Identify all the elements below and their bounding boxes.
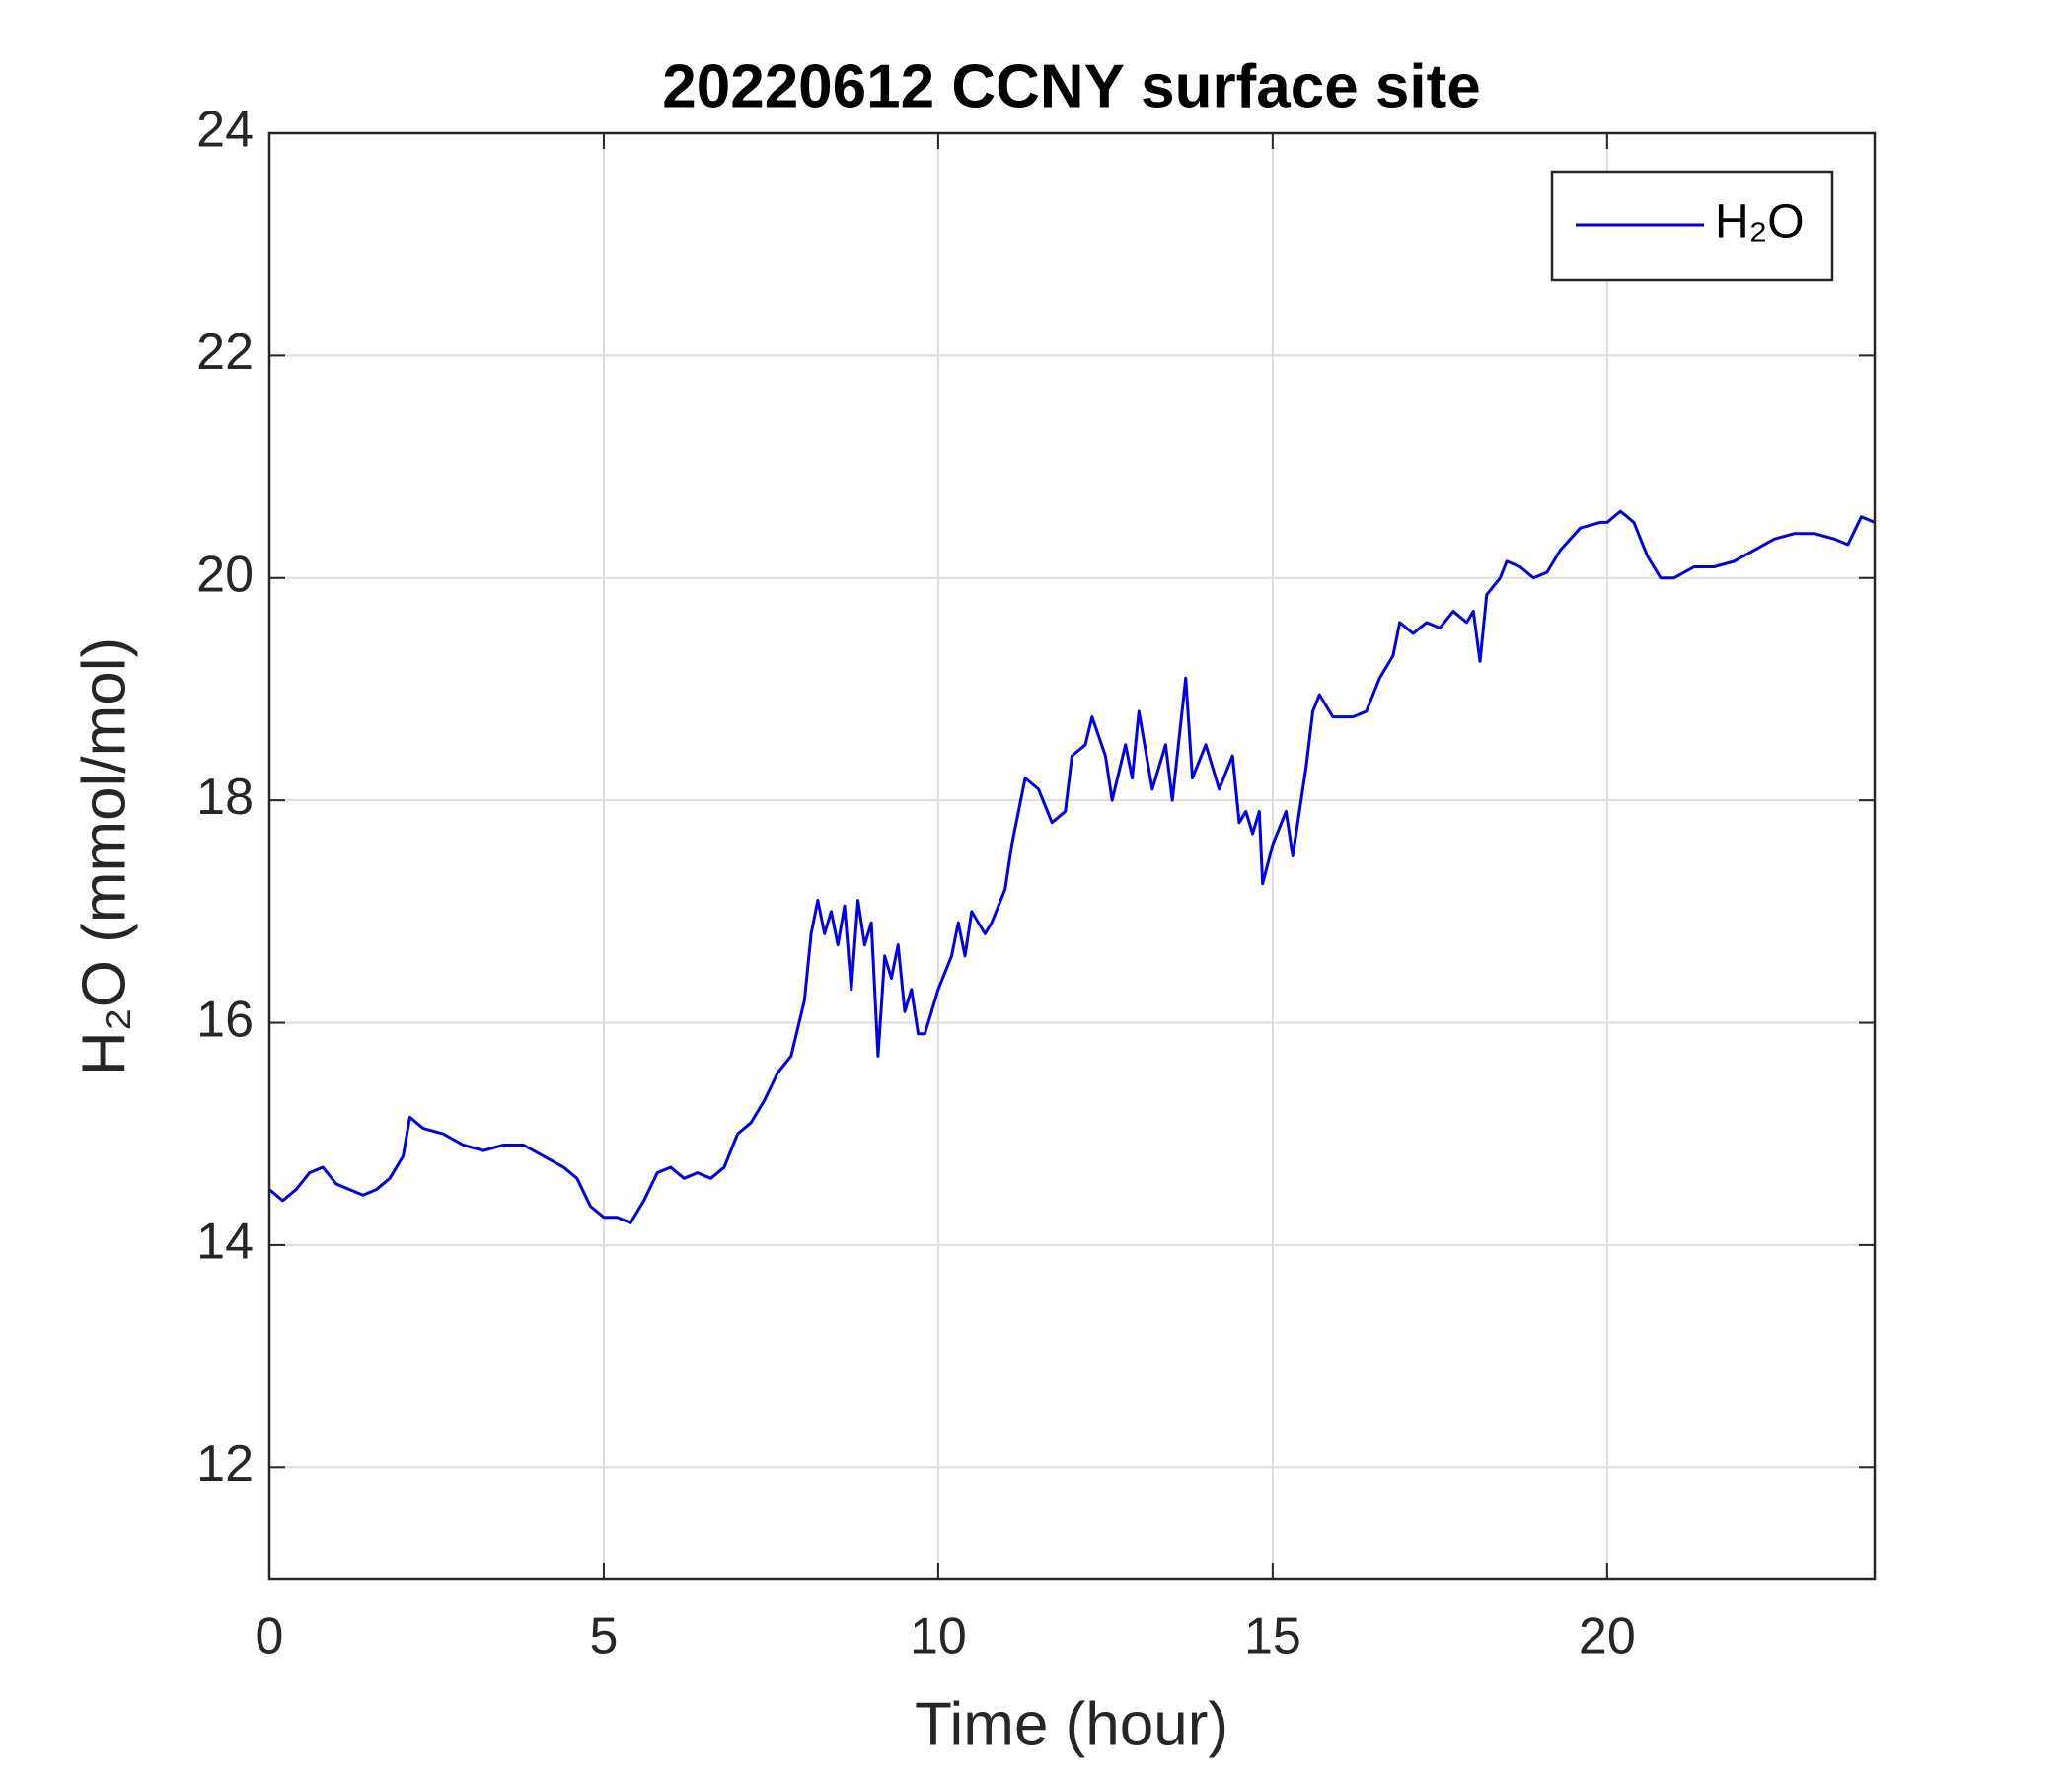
y-axis-label: H₂O (mmol/mol) [70, 637, 138, 1075]
y-tick-label: 12 [196, 1436, 254, 1493]
legend-label: H₂O [1715, 196, 1805, 249]
x-tick-label: 20 [1579, 1608, 1636, 1665]
y-tick-label: 18 [196, 769, 254, 826]
plot-frame [267, 131, 1877, 1581]
data-line [268, 509, 1876, 1224]
y-tick-label: 16 [196, 991, 254, 1048]
x-tick-label: 10 [910, 1608, 967, 1665]
x-tick-label: 0 [256, 1608, 284, 1665]
x-tick-label: 5 [589, 1608, 618, 1665]
y-tick-label: 14 [196, 1214, 254, 1271]
x-axis-label: Time (hour) [915, 1690, 1228, 1758]
chart-title: 20220612 CCNY surface site [662, 52, 1481, 120]
x-tick-label: 15 [1244, 1608, 1301, 1665]
y-tick-label: 22 [196, 324, 254, 381]
y-tick-label: 24 [196, 102, 254, 159]
y-tick-label: 20 [196, 547, 254, 604]
